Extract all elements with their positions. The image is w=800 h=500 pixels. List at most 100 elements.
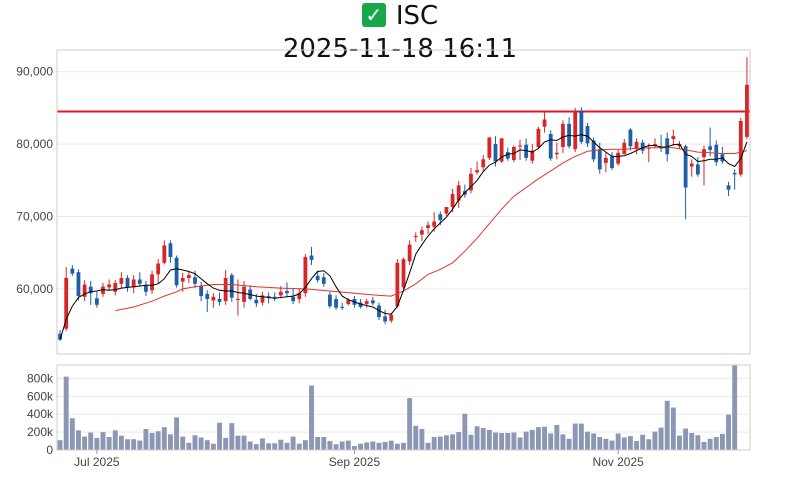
candle-body [358,302,363,307]
volume-bar [180,436,186,450]
volume-bar [88,432,94,450]
volume-bar [511,432,517,450]
volume-bar [76,430,81,450]
volume-bar [437,436,443,450]
volume-bar [149,433,155,450]
candle-body [364,301,369,305]
volume-bar [388,440,394,450]
candle-body [426,225,430,229]
candle-body [444,207,449,214]
candle-body [377,305,381,318]
volume-bar [358,443,364,450]
candle-body [346,299,351,305]
candle-body [407,244,412,262]
volume-tick-label: 400k [27,407,54,421]
candle-body [334,298,338,308]
volume-bar [591,433,597,450]
candle-body [475,170,479,173]
candle-body [119,278,124,284]
candle-body [493,144,498,162]
volume-bar [278,439,284,450]
candle-body [309,255,314,260]
volume-bar [370,441,376,450]
volume-bar [210,443,216,450]
volume-bar [217,422,222,450]
volume-bar [137,440,143,450]
volume-bar [382,441,388,450]
candle-body [708,146,713,150]
volume-bar [339,441,345,450]
candle-body [144,285,148,292]
moving-average-long [115,147,748,312]
volume-bar [529,429,535,450]
candle-body [395,262,400,307]
volume-tick-label: 600k [27,389,54,403]
candle-body [689,163,694,167]
volume-bar [493,432,498,450]
candle-body [94,298,99,305]
volume-bar [161,427,167,450]
candle-body [137,279,142,284]
ticker-symbol: ISC [395,1,439,31]
volume-bar [223,437,229,450]
candle-body [628,129,633,147]
candle-body [487,137,492,158]
volume-bar [259,438,265,450]
chart-timestamp: 2025-11-18 16:11 [282,34,518,64]
candle-body [162,245,167,263]
candle-body [186,275,191,278]
candle-body [634,141,639,149]
candle-body [297,293,302,299]
volume-bar [401,442,406,450]
candle-body [107,284,112,288]
volume-bar [480,428,486,450]
volume-tick-label: 0 [46,443,53,457]
volume-bar [646,439,652,450]
candle-body [573,110,578,150]
volume-bar [253,444,259,450]
candle-body [88,286,93,294]
candle-body [732,173,737,175]
volume-bar [443,435,449,450]
volume-bar [174,417,180,450]
volume-bar [523,431,529,450]
volume-bar [689,433,695,450]
candle-body [328,294,332,307]
candle-body [536,128,541,147]
volume-bar [407,398,413,450]
candle-body [70,268,75,274]
volume-bar [597,437,603,450]
candle-body [193,277,197,284]
volume-bar [701,441,707,450]
check-mark-icon: ✓ [361,3,386,27]
candle-body [82,284,87,297]
volume-bar [615,433,621,450]
volume-bar [499,433,505,450]
candle-body [174,257,179,286]
candle-body [254,299,259,304]
candle-body [469,173,473,191]
moving-average-short [59,134,748,340]
volume-bar [572,423,578,450]
price-frame [56,49,751,355]
volume-bar [419,428,425,450]
volume-bar [309,385,314,450]
price-tick-label: 70,000 [16,209,53,223]
candle-body [168,243,173,258]
volume-bar [726,414,731,450]
volume-bar [486,429,492,450]
volume-bar [640,434,646,450]
candle-body [481,159,486,168]
candle-body [597,149,602,170]
volume-bar [198,437,204,450]
candle-body [456,185,461,201]
candle-body [236,298,240,300]
volume-bar [566,438,572,450]
volume-bar [168,434,173,450]
volume-bar [125,439,130,450]
volume-bar [578,423,584,450]
candle-body [242,286,246,302]
candle-body [671,136,676,140]
volume-bar [241,435,247,450]
volume-bar [376,442,382,450]
